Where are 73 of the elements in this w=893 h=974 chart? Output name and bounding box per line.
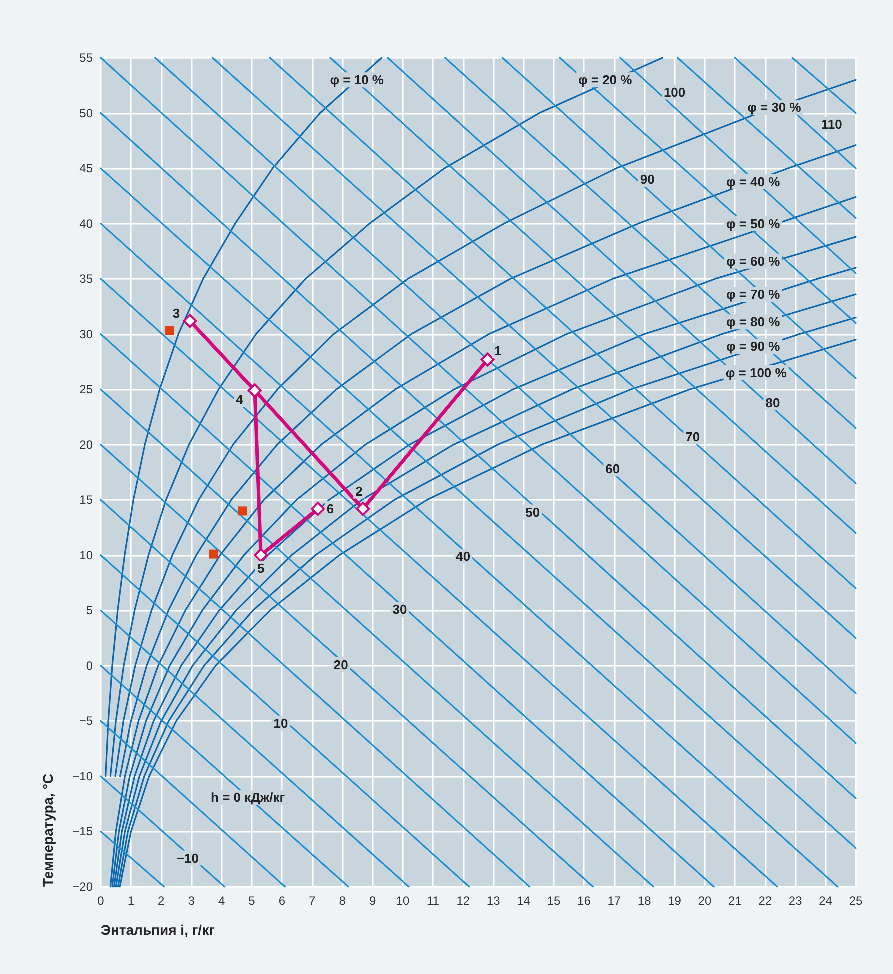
annotation: h = 0 кДж/кг xyxy=(211,790,286,805)
y-tick-label: −5 xyxy=(79,714,94,728)
y-tick-label: −15 xyxy=(72,824,94,839)
y-tick-label: 35 xyxy=(80,272,94,286)
y-axis-title: Температура, °C xyxy=(40,774,56,887)
y-tick-label: 30 xyxy=(80,327,94,342)
y-tick-label: 45 xyxy=(80,162,94,176)
y-tick-label: 0 xyxy=(86,658,94,673)
annotation: φ = 50 % xyxy=(726,216,781,232)
x-tick-label: 2 xyxy=(158,894,166,908)
x-tick-label: 21 xyxy=(728,894,742,908)
annotation: φ = 80 % xyxy=(726,314,781,330)
x-tick-label: 5 xyxy=(248,894,256,908)
x-tick-label: 6 xyxy=(278,894,286,908)
x-tick-label: 7 xyxy=(309,894,316,908)
x-tick-label: 18 xyxy=(638,894,652,908)
annotation: 90 xyxy=(640,172,655,188)
y-tick-label: −10 xyxy=(72,769,94,784)
annotation: 20 xyxy=(334,657,348,672)
annotation: φ = 30 % xyxy=(748,100,802,116)
x-tick-label: 22 xyxy=(758,894,772,908)
x-tick-label: 11 xyxy=(426,894,440,908)
x-tick-label: 10 xyxy=(396,894,410,908)
x-tick-label: 24 xyxy=(819,894,833,908)
x-tick-label: 19 xyxy=(668,894,682,908)
annotation: φ = 40 % xyxy=(726,174,781,190)
annotation: 3 xyxy=(172,306,180,321)
x-tick-label: 17 xyxy=(608,894,622,908)
annotation: 100 xyxy=(664,84,686,100)
x-tick-label: 12 xyxy=(456,894,470,908)
y-tick-label: 40 xyxy=(80,216,94,231)
annotation: 50 xyxy=(526,504,540,520)
annotation: φ = 100 % xyxy=(726,366,788,381)
annotation: φ = 60 % xyxy=(726,254,781,269)
y-tick-label: 50 xyxy=(80,106,94,120)
y-tick-label: 10 xyxy=(80,548,94,562)
annotation: 70 xyxy=(686,430,700,445)
annotation: 2 xyxy=(356,484,363,499)
x-tick-label: 14 xyxy=(517,894,531,908)
x-tick-label: 4 xyxy=(218,894,226,908)
annotation: 30 xyxy=(392,602,408,618)
annotation: φ = 90 % xyxy=(726,338,781,354)
annotation: 5 xyxy=(257,561,265,576)
x-tick-label: 9 xyxy=(369,894,376,908)
x-tick-label: 16 xyxy=(578,894,592,908)
annotation: −10 xyxy=(176,850,200,866)
x-tick-label: 20 xyxy=(698,894,712,908)
x-axis-title: Энтальпия i, г/кг xyxy=(101,922,216,938)
x-tick-label: 13 xyxy=(486,894,501,908)
annotation: 4 xyxy=(236,392,244,408)
annotation: φ = 20 % xyxy=(578,72,633,88)
annotation: 40 xyxy=(456,549,471,564)
y-tick-label: 15 xyxy=(80,493,94,508)
x-tick-label: 25 xyxy=(849,894,863,908)
annotation: 110 xyxy=(821,116,842,132)
annotation: 60 xyxy=(606,462,620,477)
x-tick-label: 0 xyxy=(98,894,105,908)
x-tick-label: 15 xyxy=(547,894,561,908)
annotation: φ = 70 % xyxy=(726,287,781,302)
x-tick-label: 8 xyxy=(339,894,346,908)
annotation: φ = 10 % xyxy=(330,72,384,88)
y-tick-label: −20 xyxy=(72,880,94,894)
y-tick-label: 20 xyxy=(80,438,94,452)
annotation: 1 xyxy=(494,343,502,358)
y-tick-label: 25 xyxy=(80,382,94,397)
x-tick-label: 1 xyxy=(128,894,135,908)
x-tick-label: 23 xyxy=(788,894,803,908)
annotation: 80 xyxy=(766,395,780,410)
y-tick-label: 5 xyxy=(86,604,94,618)
y-tick-label: 55 xyxy=(80,51,94,65)
annotation: 6 xyxy=(326,501,334,516)
annotation: 10 xyxy=(274,716,288,731)
x-tick-label: 3 xyxy=(188,894,196,908)
